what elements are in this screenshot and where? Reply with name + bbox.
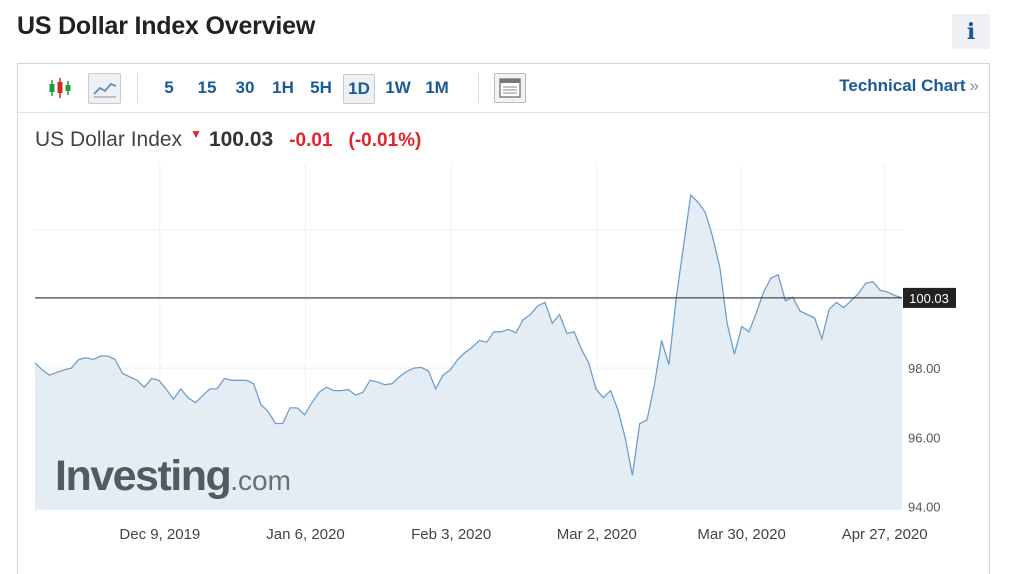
price-line [34,193,903,476]
price-chart[interactable]: 100.03 94.00 96.00 98.00 Dec 9, 2019 Jan 6, 2… [18,64,989,564]
info-icon[interactable]: i [952,14,990,49]
interval-1w[interactable]: 1W [385,78,411,97]
chart-toolbar: 5 15 30 1H 5H 1D 1W 1M Technical Chart» [18,64,989,113]
interval-30[interactable]: 30 [235,78,255,97]
quote-header: US Dollar Index ▼ 100.03 -0.01 (-0.01%) [35,127,422,154]
last-price: 100.03 [208,128,274,151]
layout-icon[interactable] [494,73,526,103]
x-tick-label: Feb 3, 2020 [411,526,491,543]
y-tick-label: 98.00 [908,361,941,376]
line-chart-icon[interactable] [88,73,121,104]
interval-15[interactable]: 15 [197,78,217,97]
x-tick-label: Mar 30, 2020 [697,526,785,543]
down-arrow-icon: ▼ [190,127,202,141]
instrument-name: US Dollar Index [35,128,183,151]
x-tick-label: Apr 27, 2020 [842,526,928,543]
interval-1d[interactable]: 1D [343,74,375,104]
candlestick-icon[interactable] [46,73,74,103]
double-chevron-right-icon: » [969,76,979,95]
page-title: US Dollar Index Overview [17,12,316,40]
x-tick-label: Dec 9, 2019 [119,526,200,543]
technical-chart-label: Technical Chart [839,76,966,95]
interval-5h[interactable]: 5H [310,78,332,97]
current-price-label-box [903,287,956,308]
toolbar-divider [478,73,479,103]
interval-5[interactable]: 5 [164,78,174,97]
price-area [35,195,902,510]
logo-brand: Investing [55,452,232,500]
interval-1h[interactable]: 1H [272,78,294,97]
technical-chart-link[interactable]: Technical Chart» [839,76,979,96]
x-tick-label: Jan 6, 2020 [266,526,344,543]
toolbar-divider [137,73,138,103]
price-change-percent: (-0.01%) [348,130,422,151]
investing-logo: Investing.com [55,452,291,501]
y-tick-label: 96.00 [908,430,941,445]
chart-widget: 5 15 30 1H 5H 1D 1W 1M Technical Chart» … [17,63,990,574]
current-price-label: 100.03 [909,291,949,306]
x-tick-label: Mar 2, 2020 [557,526,637,543]
interval-1m[interactable]: 1M [425,78,449,97]
price-change: -0.01 [289,130,333,151]
logo-tld: .com [230,465,291,496]
y-tick-label: 94.00 [908,500,941,515]
